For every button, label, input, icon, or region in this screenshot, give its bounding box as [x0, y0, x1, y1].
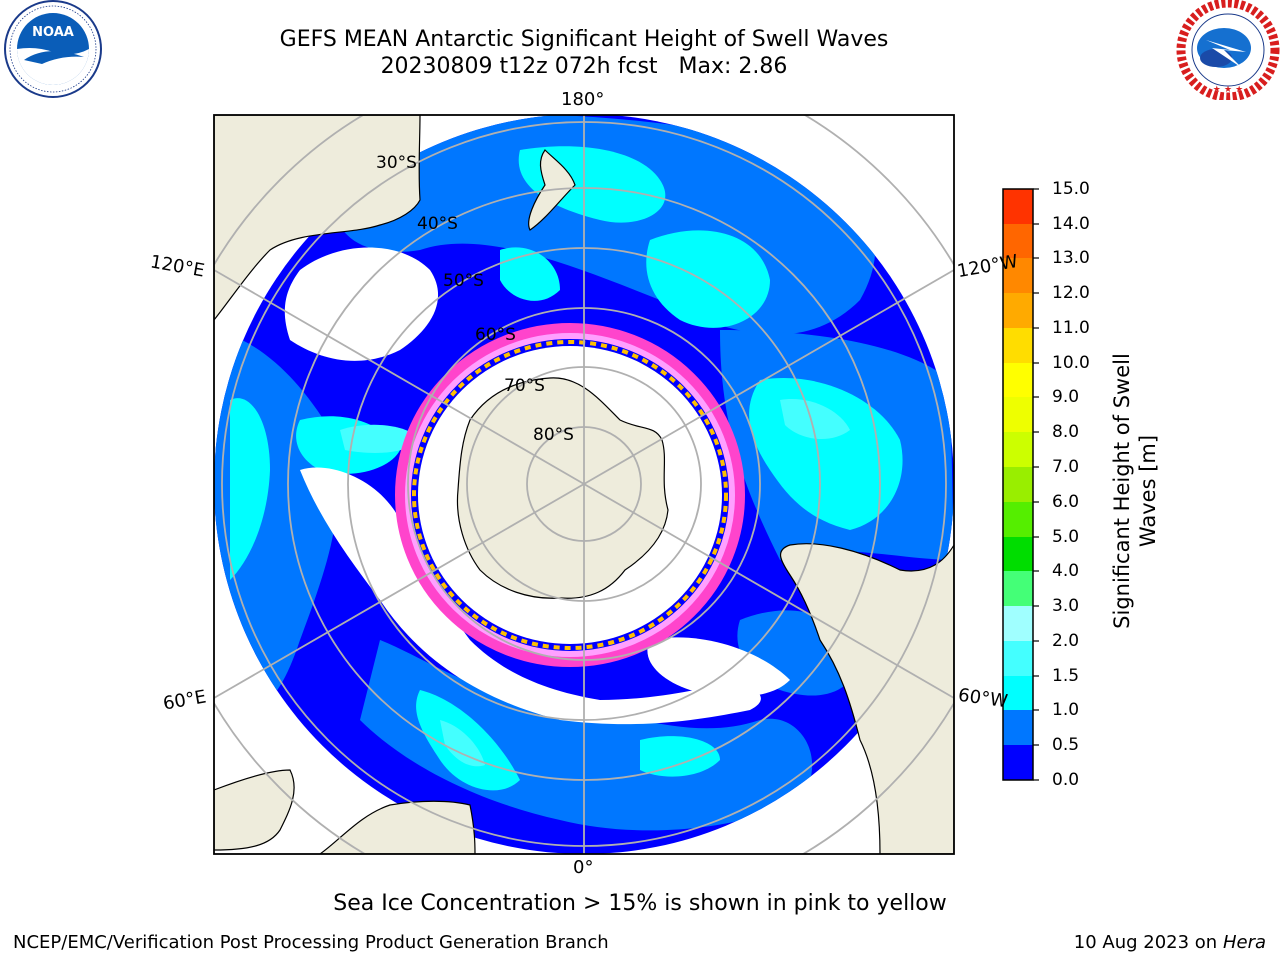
longitude-gridlines [214, 115, 954, 854]
colorbar-tick: 9.0 [1052, 387, 1080, 407]
antarctica-landmass [456, 377, 669, 599]
run-date-text: 10 Aug 2023 on [1073, 932, 1218, 953]
colorbar-tick: 12.0 [1052, 283, 1090, 303]
lat-label-50s: 50°S [443, 271, 484, 291]
svg-text:★ ★ ★: ★ ★ ★ [1213, 85, 1243, 95]
colorbar-tick: 14.0 [1052, 214, 1090, 234]
branch-credit: NCEP/EMC/Verification Post Processing Pr… [13, 932, 609, 953]
colorbar-tick: 11.0 [1052, 318, 1090, 338]
machine-name: Hera [1222, 932, 1266, 953]
colorbar-tick: 1.5 [1052, 666, 1080, 686]
lat-label-80s: 80°S [533, 425, 574, 445]
forecast-info: 20230809 t12z 072h fcst [380, 54, 658, 79]
sea-ice-note: Sea Ice Concentration > 15% is shown in … [333, 891, 947, 916]
colorbar-tick: 5.0 [1052, 527, 1080, 547]
colorbar-tick: 8.0 [1052, 422, 1080, 442]
colorbar-tick: 4.0 [1052, 561, 1080, 581]
colorbar-tick: 0.5 [1052, 735, 1080, 755]
landmasses [214, 115, 954, 854]
africa-landmass [318, 800, 476, 854]
max-value: Max: 2.86 [678, 54, 788, 79]
colorbar-tick: 13.0 [1052, 248, 1090, 268]
colorbar-tick: 6.0 [1052, 492, 1080, 512]
colorbar-label-line1: Significant Height of Swell [1110, 353, 1134, 629]
lon-label-180: 180° [561, 89, 605, 110]
colorbar-tick: 15.0 [1052, 179, 1090, 199]
colorbar-tick: 2.0 [1052, 631, 1080, 651]
lat-label-40s: 40°S [417, 214, 458, 234]
noaa-wordmark: NOAA [32, 25, 74, 40]
colorbar-tick: 0.0 [1052, 770, 1080, 790]
map-frame [213, 114, 955, 855]
south-america-landmass [780, 543, 954, 854]
madagascar-landmass [214, 769, 295, 851]
lat-label-70s: 70°S [504, 376, 545, 396]
lat-label-60s: 60°S [475, 325, 516, 345]
lat-label-30s: 30°S [376, 153, 417, 173]
colorbar [1002, 188, 1039, 781]
colorbar-tick: 3.0 [1052, 596, 1080, 616]
colorbar-tick: 7.0 [1052, 457, 1080, 477]
colorbar-label-line2: Waves [m] [1136, 434, 1160, 548]
noaa-logo: NOAA [4, 0, 102, 98]
lon-label-0: 0° [573, 857, 594, 878]
colorbar-tick: 10.0 [1052, 353, 1090, 373]
chart-title: GEFS MEAN Antarctic Significant Height o… [279, 27, 889, 52]
swell-band-15-20 [340, 399, 850, 767]
colorbar-tick: 1.0 [1052, 700, 1080, 720]
colorbar-label: Significant Height of Swell Waves [m] [1109, 321, 1161, 661]
australia-landmass [214, 115, 421, 321]
chart-subtitle: 20230809 t12z 072h fcst Max: 2.86 [0, 54, 1168, 80]
run-date: 10 Aug 2023 on Hera [1074, 932, 1266, 953]
nws-logo: ★ ★ ★ [1176, 0, 1280, 100]
